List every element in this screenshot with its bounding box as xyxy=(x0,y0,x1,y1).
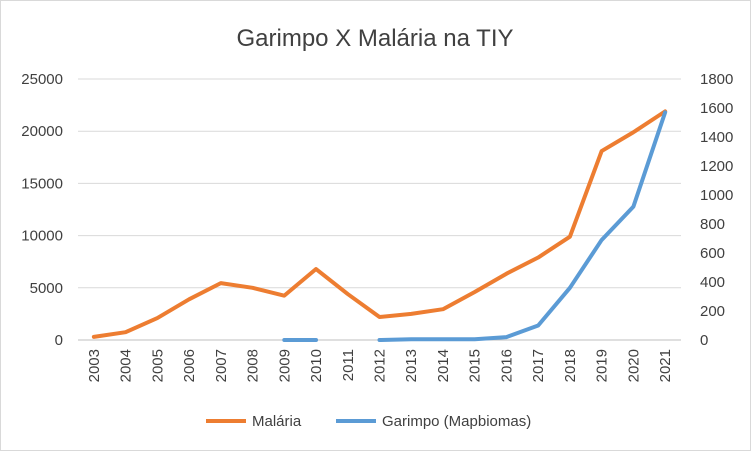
x-axis-ticks: 2003 2004 2005 2006 2007 2008 2009 2010 2011 2012… xyxy=(86,349,674,382)
x-tick-label: 2019 xyxy=(594,349,611,382)
series-line-segment xyxy=(377,110,668,342)
x-tick-label: 2003 xyxy=(86,349,103,382)
right-tick-label: 600 xyxy=(700,245,725,262)
chart-title: Garimpo X Malária na TIY xyxy=(237,25,514,52)
left-tick-label: 10000 xyxy=(21,228,63,245)
legend-label: Malária xyxy=(252,413,302,430)
x-tick-label: 2007 xyxy=(213,349,230,382)
x-tick-label: 2017 xyxy=(530,349,547,382)
right-tick-label: 200 xyxy=(700,303,725,320)
right-tick-label: 1800 xyxy=(700,71,733,88)
right-axis-ticks: 0 200 400 600 800 1000 1200 1400 1600 1800 xyxy=(700,71,733,349)
x-tick-label: 2020 xyxy=(625,349,642,382)
right-tick-label: 1200 xyxy=(700,158,733,175)
legend-label: Garimpo (Mapbiomas) xyxy=(382,413,531,430)
x-tick-label: 2011 xyxy=(340,349,357,381)
x-tick-label: 2018 xyxy=(562,349,579,382)
x-tick-label: 2021 xyxy=(657,349,674,382)
x-tick-label: 2016 xyxy=(498,349,515,382)
left-tick-label: 15000 xyxy=(21,175,63,192)
left-axis-ticks: 0 5000 10000 15000 20000 25000 xyxy=(21,71,63,349)
series-malaria xyxy=(91,109,668,339)
right-tick-label: 400 xyxy=(700,274,725,291)
x-tick-label: 2012 xyxy=(372,349,389,382)
series-garimpo xyxy=(282,110,668,342)
x-tick-label: 2013 xyxy=(403,349,420,382)
x-tick-label: 2008 xyxy=(245,349,262,382)
series-line-segment xyxy=(91,109,668,339)
x-tick-label: 2014 xyxy=(435,349,452,382)
right-tick-label: 800 xyxy=(700,216,725,233)
series-layer xyxy=(91,109,668,342)
x-tick-label: 2005 xyxy=(149,349,166,382)
left-tick-label: 20000 xyxy=(21,123,63,140)
x-tick-label: 2004 xyxy=(118,349,135,382)
right-tick-label: 1600 xyxy=(700,100,733,117)
x-tick-label: 2010 xyxy=(308,349,325,382)
right-tick-label: 1000 xyxy=(700,187,733,204)
left-tick-label: 25000 xyxy=(21,71,63,88)
x-tick-label: 2006 xyxy=(181,349,198,382)
right-tick-label: 0 xyxy=(700,332,708,349)
gridlines xyxy=(78,78,681,341)
legend: Malária Garimpo (Mapbiomas) xyxy=(206,413,531,430)
right-tick-label: 1400 xyxy=(700,129,733,146)
left-tick-label: 0 xyxy=(55,332,63,349)
left-tick-label: 5000 xyxy=(30,280,63,297)
x-tick-label: 2015 xyxy=(467,349,484,382)
x-tick-label: 2009 xyxy=(276,349,293,382)
